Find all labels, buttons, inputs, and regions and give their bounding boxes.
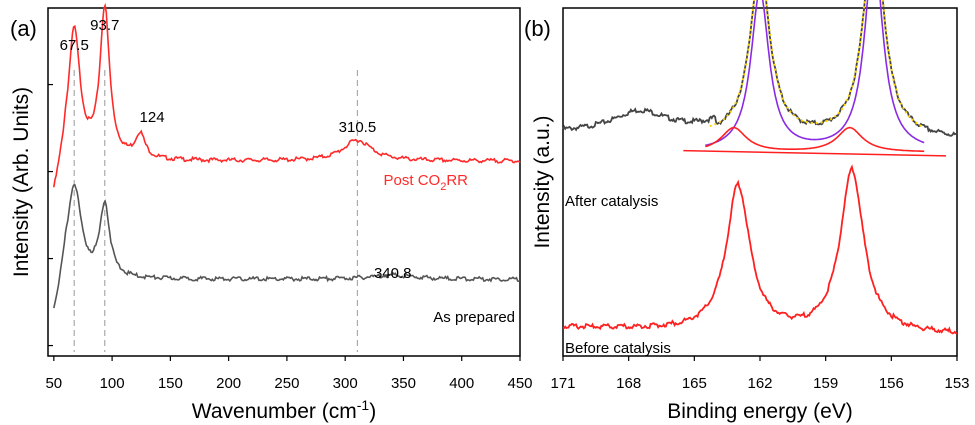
- x-tick-label: 162: [747, 375, 772, 392]
- x-tick-label: 159: [813, 375, 838, 392]
- x-tick-label: 200: [216, 375, 241, 392]
- x-tick-label: 250: [274, 375, 299, 392]
- x-tick-label: 156: [879, 375, 904, 392]
- x-tick-label: 171: [550, 375, 575, 392]
- x-tick-label: 400: [449, 375, 474, 392]
- panel-a: (a) 50 100 150 200 250 300 350 400 450 67.593.7 1…: [10, 2, 533, 423]
- panel-b-label: (b): [524, 16, 551, 41]
- panel-b-series: [562, 0, 958, 335]
- fit-component-2: [704, 126, 925, 153]
- peak-label: 124: [140, 109, 165, 126]
- fit-baseline: [683, 149, 947, 157]
- series-line-1: [53, 183, 521, 309]
- x-tick-label: 165: [682, 375, 707, 392]
- panel-a-label: (a): [10, 16, 37, 41]
- panel-b-frame: [562, 7, 958, 357]
- panel-b-y-axis-label: Intensity (a.u.): [531, 115, 554, 248]
- series-line-0: [562, 0, 958, 137]
- series-line-0: [53, 2, 521, 188]
- peak-label: 67.5: [60, 37, 89, 54]
- peak-label: 93.7: [90, 17, 119, 34]
- x-tick-label: 168: [616, 375, 641, 392]
- x-tick-label: 153: [944, 375, 969, 392]
- series-line-1: [562, 164, 958, 335]
- panel-a-x-ticks: 50 100 150 200 250 300 350 400 450: [45, 356, 533, 392]
- fit-envelope: [709, 0, 923, 128]
- x-tick-label: 150: [158, 375, 183, 392]
- x-tick-label: 450: [507, 375, 532, 392]
- peak-label: 310.5: [339, 119, 377, 136]
- panel-b: (b) 171 168 165 162 159 156 153 After catalysi…: [524, 0, 970, 423]
- x-tick-label: 50: [45, 375, 62, 392]
- panel-a-peak-labels: 67.593.7 124 310.5 340.8: [60, 17, 412, 282]
- fit-component-1: [705, 0, 925, 147]
- legend-post-co2rr: Post CO2RR: [384, 172, 469, 193]
- panel-b-x-axis-label: Binding energy (eV): [667, 400, 853, 423]
- x-tick-label: 300: [333, 375, 358, 392]
- x-tick-label: 100: [100, 375, 125, 392]
- peak-label: 340.8: [374, 265, 412, 282]
- panel-a-y-ticks: [48, 83, 53, 347]
- legend-as-prepared: As prepared: [433, 309, 515, 326]
- panel-a-x-axis-label: Wavenumber (cm-1): [192, 397, 376, 423]
- x-tick-label: 350: [391, 375, 416, 392]
- panel-b-x-ticks: 171 168 165 162 159 156 153: [550, 356, 970, 392]
- panel-a-frame: [47, 7, 521, 357]
- panel-a-reference-lines: [73, 70, 359, 352]
- panel-a-y-axis-label: Intensity (Arb. Units): [10, 87, 33, 277]
- panel-a-series: [53, 2, 521, 309]
- legend-before-catalysis: Before catalysis: [565, 340, 671, 357]
- legend-after-catalysis: After catalysis: [565, 193, 658, 210]
